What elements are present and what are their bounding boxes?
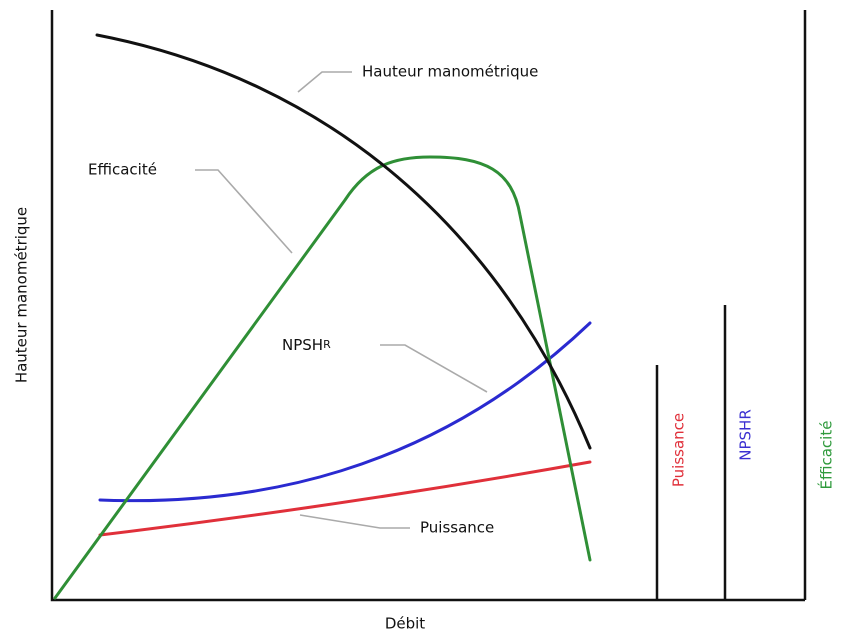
npshr-curve: [98, 321, 592, 503]
npshr-subscript: R: [323, 338, 331, 351]
head-leader: [297, 71, 352, 93]
npshr-text: NPSH: [282, 336, 323, 354]
head-label: Hauteur manométrique: [362, 63, 538, 81]
power-label: Puissance: [420, 519, 494, 537]
side-axis-label: Éfficacité: [817, 421, 836, 490]
y-axis-title: Hauteur manométrique: [13, 207, 31, 383]
x-axis-title: Débit: [385, 615, 425, 633]
head-curve: [95, 33, 592, 450]
power-curve: [98, 460, 592, 537]
side-axis-label: NPSHR: [737, 409, 755, 461]
npshr-leader: [380, 344, 488, 393]
npshr-label: NPSHR: [282, 336, 331, 354]
efficiency-leader: [195, 169, 293, 254]
efficiency-curve: [53, 155, 592, 600]
main-axes: [50, 10, 805, 602]
side-axis-label: Puissance: [670, 413, 688, 487]
power-leader: [299, 514, 410, 529]
efficiency-label: Efficacité: [88, 161, 157, 179]
